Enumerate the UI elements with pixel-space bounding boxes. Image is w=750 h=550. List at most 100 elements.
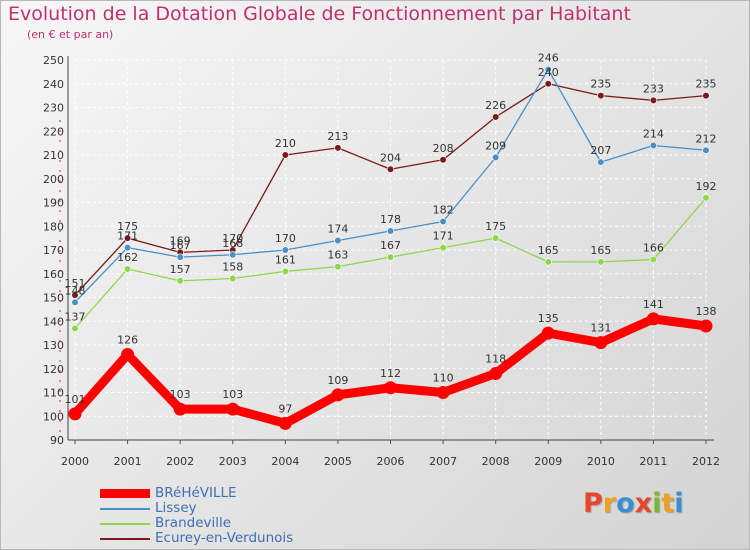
data-point bbox=[492, 113, 500, 121]
data-label: 167 bbox=[380, 239, 401, 252]
proxiti-logo: Proxiti bbox=[583, 488, 684, 519]
data-point bbox=[597, 258, 605, 266]
y-tick-label: 220 bbox=[43, 125, 64, 138]
axes: 90 100 110 120 130 140 150 160 170 180 190 200 210 22… bbox=[43, 54, 720, 468]
y-tick-label: 90 bbox=[50, 434, 64, 447]
data-label: 192 bbox=[696, 180, 717, 193]
data-point bbox=[281, 246, 289, 254]
data-label: 235 bbox=[590, 78, 611, 91]
x-tick-label: 2006 bbox=[377, 455, 405, 468]
legend-label: Ecurey-en-Verdunois bbox=[155, 530, 294, 546]
data-point bbox=[597, 158, 605, 166]
data-point bbox=[597, 92, 605, 100]
data-label: 246 bbox=[538, 52, 559, 65]
y-tick-label: 140 bbox=[43, 315, 64, 328]
data-point bbox=[176, 253, 184, 261]
data-point bbox=[229, 251, 237, 259]
data-label: 178 bbox=[380, 213, 401, 226]
data-point bbox=[699, 319, 713, 333]
data-label: 157 bbox=[170, 263, 191, 276]
data-point bbox=[594, 336, 608, 350]
chart-title: Evolution de la Dotation Globale de Fonc… bbox=[8, 3, 631, 25]
x-tick-label: 2004 bbox=[271, 455, 299, 468]
data-point bbox=[334, 263, 342, 271]
data-label: 161 bbox=[275, 253, 296, 266]
legend-swatch bbox=[100, 508, 150, 510]
logo-letter: r bbox=[602, 488, 617, 519]
data-label: 109 bbox=[327, 374, 348, 387]
data-point bbox=[646, 312, 660, 326]
y-tick-label: 100 bbox=[43, 410, 64, 423]
data-point bbox=[123, 244, 132, 252]
x-tick-label: 2001 bbox=[114, 455, 142, 468]
x-tick-label: 2011 bbox=[639, 455, 667, 468]
data-label: 213 bbox=[327, 130, 348, 143]
data-label: 233 bbox=[643, 82, 664, 95]
data-label: 171 bbox=[117, 230, 138, 243]
y-tick-label: 230 bbox=[43, 102, 64, 115]
data-label: 226 bbox=[485, 99, 506, 112]
y-tick-label: 210 bbox=[43, 149, 64, 162]
legend-swatch bbox=[100, 538, 150, 540]
data-point bbox=[544, 80, 552, 88]
data-label: 169 bbox=[170, 234, 191, 247]
data-point bbox=[386, 253, 395, 261]
data-label: 204 bbox=[380, 151, 401, 164]
y-tick-label: 170 bbox=[43, 244, 64, 257]
data-label: 168 bbox=[222, 237, 243, 250]
y-tick-label: 120 bbox=[43, 363, 64, 376]
y-tick-label: 250 bbox=[43, 54, 64, 67]
legend-swatch bbox=[100, 489, 150, 498]
data-label: 175 bbox=[485, 220, 506, 233]
data-label: 101 bbox=[65, 393, 86, 406]
data-point bbox=[649, 96, 658, 104]
y-tick-label: 180 bbox=[43, 220, 64, 233]
series-layer bbox=[68, 65, 713, 430]
x-tick-label: 2012 bbox=[692, 455, 720, 468]
x-tick-label: 2007 bbox=[429, 455, 457, 468]
logo-letter: o bbox=[616, 488, 635, 519]
legend-swatch bbox=[100, 523, 150, 525]
data-label: 126 bbox=[117, 334, 138, 347]
data-label: 131 bbox=[590, 322, 611, 335]
data-point bbox=[436, 386, 450, 399]
data-label: 182 bbox=[433, 204, 454, 217]
data-point bbox=[331, 388, 345, 402]
data-label: 135 bbox=[538, 312, 559, 325]
data-point bbox=[278, 416, 292, 430]
data-label: 175 bbox=[117, 220, 138, 233]
data-point bbox=[386, 165, 395, 173]
logo-letter: x bbox=[634, 488, 653, 519]
data-label: 148 bbox=[65, 284, 86, 297]
data-label: 141 bbox=[643, 298, 664, 311]
data-label: 138 bbox=[696, 305, 717, 318]
data-labels: 101 126 103 103 97 109 112 110 118 135 131 141 138 14… bbox=[65, 52, 717, 416]
data-label: 174 bbox=[327, 223, 348, 236]
data-label: 170 bbox=[275, 232, 296, 245]
data-label: 167 bbox=[170, 239, 191, 252]
data-point bbox=[334, 236, 342, 245]
data-point bbox=[121, 348, 135, 361]
data-label: 207 bbox=[590, 144, 611, 157]
data-point bbox=[492, 153, 500, 161]
data-point bbox=[281, 151, 289, 159]
data-label: 208 bbox=[433, 142, 454, 155]
data-point bbox=[541, 326, 555, 340]
x-tick-label: 2008 bbox=[482, 455, 510, 468]
logo-letter: i bbox=[674, 488, 684, 519]
data-label: 166 bbox=[643, 242, 664, 255]
x-tick-label: 2009 bbox=[534, 455, 562, 468]
data-point bbox=[439, 244, 447, 252]
y-tick-label: 110 bbox=[43, 387, 64, 400]
y-tick-label: 200 bbox=[43, 173, 64, 186]
logo-letter: P bbox=[583, 488, 603, 519]
data-point bbox=[71, 324, 79, 332]
data-label: 151 bbox=[65, 277, 86, 290]
data-point bbox=[123, 265, 132, 273]
data-label: 163 bbox=[327, 249, 348, 262]
data-point bbox=[386, 227, 395, 235]
x-tick-label: 2000 bbox=[61, 455, 89, 468]
data-point bbox=[226, 402, 240, 416]
data-point bbox=[281, 267, 289, 275]
